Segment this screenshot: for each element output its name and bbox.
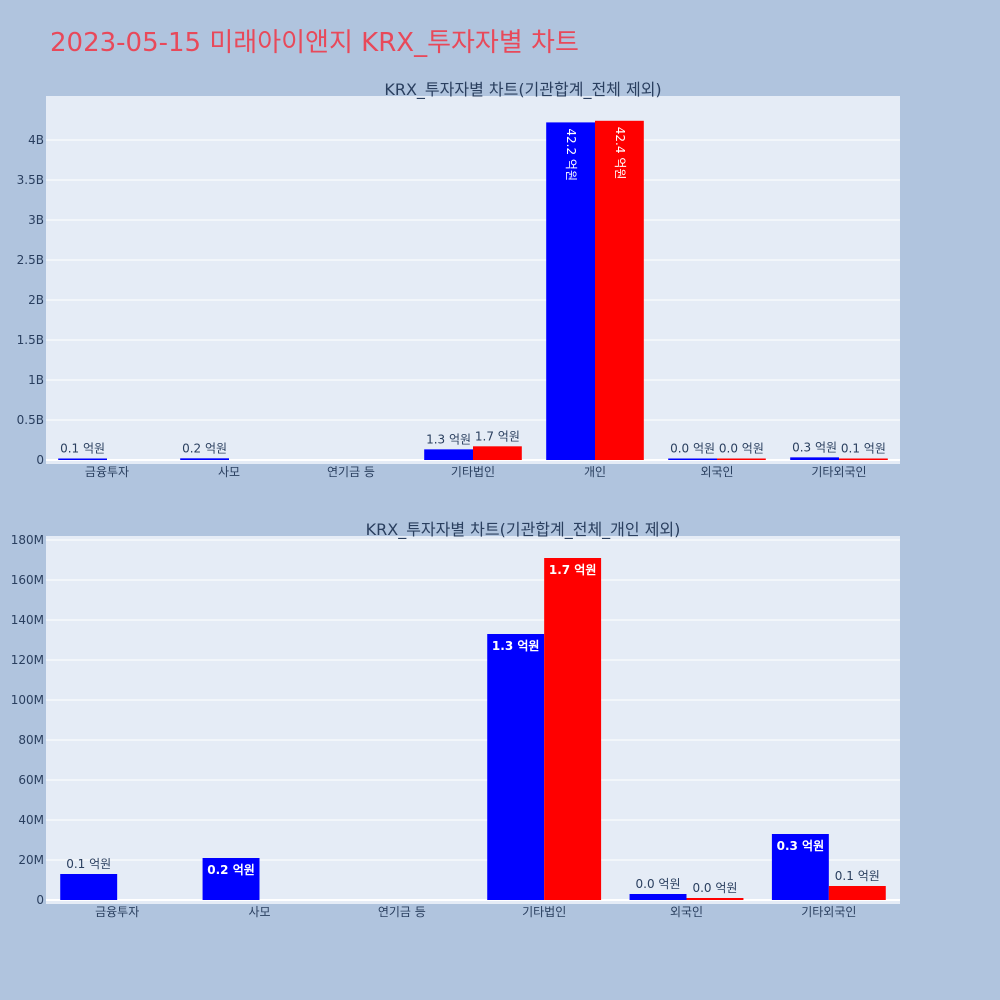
data-label: 0.2 억원 <box>182 441 227 455</box>
chart-1: 0 0.5B 1B 1.5B 2B 2.5B 3B 3.5B 4B KRX_투자자별 차트(기관합… <box>17 80 900 479</box>
bar <box>180 458 229 460</box>
y-tick-label: 180M <box>11 533 44 547</box>
bar <box>686 898 744 900</box>
page-title: 2023-05-15 미래아이앤지 KRX_투자자별 차트 <box>50 28 579 58</box>
y-tick-label: 3B <box>28 213 44 227</box>
bar <box>717 458 766 460</box>
x-tick-label: 사모 <box>218 465 240 479</box>
bar <box>839 458 888 460</box>
bar <box>58 458 107 460</box>
data-label: 42.4 억원 <box>613 127 627 180</box>
y-tick-label: 60M <box>18 773 44 787</box>
data-label: 0.0 억원 <box>670 442 715 456</box>
bar <box>828 886 886 900</box>
x-tick-label: 연기금 등 <box>378 905 426 919</box>
plot-area <box>46 536 900 904</box>
bar <box>595 120 644 461</box>
bar <box>473 446 522 460</box>
chart-title: KRX_투자자별 차트(기관합계_전체_개인 제외) <box>366 520 681 540</box>
chart-title: KRX_투자자별 차트(기관합계_전체 제외) <box>384 80 661 100</box>
y-tick-label: 100M <box>11 693 44 707</box>
bar <box>771 834 829 900</box>
y-tick-label: 0 <box>36 893 44 907</box>
y-tick-label: 0.5B <box>17 413 44 427</box>
data-label: 0.3 억원 <box>777 839 825 853</box>
data-label: 0.1 억원 <box>835 869 880 883</box>
data-label: 0.1 억원 <box>841 442 886 456</box>
bar <box>546 122 595 461</box>
data-label: 42.2 억원 <box>564 128 578 181</box>
x-tick-label: 금융투자 <box>85 465 129 479</box>
bar <box>544 558 602 900</box>
data-label: 0.1 억원 <box>66 857 111 871</box>
y-tick-label: 4B <box>28 133 44 147</box>
bar <box>629 894 687 900</box>
bar <box>487 634 545 900</box>
x-tick-label: 외국인 <box>700 465 733 479</box>
y-tick-label: 120M <box>11 653 44 667</box>
x-tick-label: 기타외국인 <box>801 905 856 919</box>
data-label: 0.0 억원 <box>719 442 764 456</box>
x-tick-label: 개인 <box>584 465 606 479</box>
data-label: 0.2 억원 <box>207 863 255 877</box>
data-label: 0.3 억원 <box>792 440 837 454</box>
y-tick-label: 20M <box>18 853 44 867</box>
y-tick-label: 2B <box>28 293 44 307</box>
y-tick-label: 160M <box>11 573 44 587</box>
y-tick-label: 80M <box>18 733 44 747</box>
y-tick-label: 140M <box>11 613 44 627</box>
data-label: 1.7 억원 <box>549 563 597 577</box>
x-tick-label: 금융투자 <box>95 905 139 919</box>
y-tick-label: 0 <box>36 453 44 467</box>
x-tick-label: 사모 <box>248 905 270 919</box>
x-tick-label: 기타외국인 <box>811 465 866 479</box>
bar <box>790 457 839 460</box>
y-tick-label: 2.5B <box>17 253 44 267</box>
x-tick-label: 연기금 등 <box>327 465 375 479</box>
data-label: 1.7 억원 <box>475 429 520 443</box>
plot-area <box>46 96 900 464</box>
data-label: 0.0 억원 <box>636 877 681 891</box>
x-tick-label: 외국인 <box>670 905 703 919</box>
data-label: 1.3 억원 <box>492 639 540 653</box>
bar <box>424 449 473 460</box>
chart-2: 0 20M 40M 60M 80M 100M 120M 140M 160M 180M KRX_투자자… <box>11 520 900 919</box>
bar <box>202 858 260 900</box>
y-tick-label: 1B <box>28 373 44 387</box>
data-label: 0.0 억원 <box>692 881 737 895</box>
data-label: 1.3 억원 <box>426 432 471 446</box>
y-tick-label: 3.5B <box>17 173 44 187</box>
x-tick-label: 기타법인 <box>522 905 566 919</box>
bar <box>668 458 717 460</box>
x-tick-label: 기타법인 <box>451 465 495 479</box>
data-label: 0.1 억원 <box>60 442 105 456</box>
y-tick-label: 1.5B <box>17 333 44 347</box>
bar <box>60 874 118 900</box>
y-tick-label: 40M <box>18 813 44 827</box>
